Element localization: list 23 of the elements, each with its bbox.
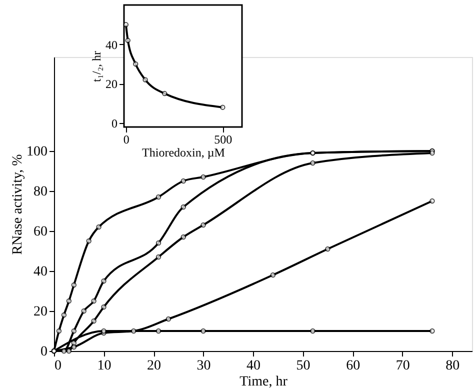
y-tick-label: 0 bbox=[40, 344, 48, 360]
y-tick-label: 60 bbox=[34, 224, 48, 240]
x-axis-title: Thioredoxin, µM bbox=[142, 146, 226, 160]
x-tick-label: 80 bbox=[446, 358, 460, 374]
y-tick-label: 40 bbox=[34, 264, 48, 280]
y-tick-label: 40 bbox=[106, 38, 118, 52]
x-tick-label: 50 bbox=[296, 358, 310, 374]
y-axis-title: RNase activity, % bbox=[10, 154, 26, 255]
y-tick-label: 100 bbox=[26, 144, 48, 160]
x-tick-label: 10 bbox=[97, 358, 112, 374]
y-axis-title: t₁/₂, hr bbox=[90, 50, 104, 82]
y-tick-label: 0 bbox=[112, 116, 118, 131]
x-tick-label: 30 bbox=[196, 358, 211, 374]
x-tick-label: 70 bbox=[396, 358, 410, 374]
y-tick-label: 80 bbox=[34, 184, 48, 200]
x-axis-title: Time, hr bbox=[240, 374, 288, 389]
x-tick-label: 500 bbox=[214, 132, 232, 146]
x-tick-label: 60 bbox=[346, 358, 360, 374]
x-tick-label: 20 bbox=[147, 358, 162, 374]
x-tick-label: 40 bbox=[246, 358, 261, 374]
x-tick-label: 0 bbox=[54, 358, 62, 374]
y-tick-label: 20 bbox=[106, 77, 118, 92]
y-tick-label: 20 bbox=[34, 304, 48, 320]
